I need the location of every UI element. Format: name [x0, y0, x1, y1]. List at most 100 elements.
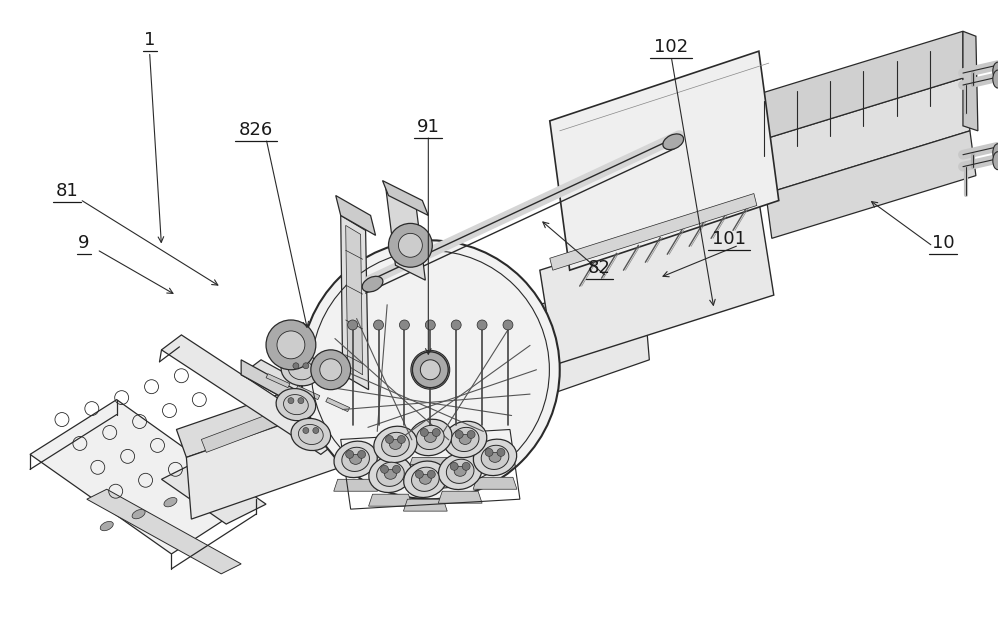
Text: 10: 10 — [932, 234, 954, 252]
Polygon shape — [266, 374, 290, 387]
Polygon shape — [334, 480, 378, 491]
Text: 9: 9 — [78, 234, 90, 252]
Ellipse shape — [443, 422, 487, 457]
Circle shape — [497, 449, 505, 456]
Ellipse shape — [451, 427, 479, 452]
Text: 102: 102 — [654, 38, 688, 56]
Circle shape — [397, 435, 405, 444]
Polygon shape — [186, 300, 649, 519]
Polygon shape — [403, 499, 447, 511]
Ellipse shape — [993, 70, 1000, 88]
Circle shape — [266, 320, 316, 370]
Polygon shape — [326, 398, 350, 411]
Polygon shape — [296, 386, 320, 399]
Circle shape — [412, 352, 448, 387]
Circle shape — [346, 451, 354, 458]
Circle shape — [288, 398, 294, 404]
Circle shape — [415, 470, 423, 478]
Polygon shape — [408, 457, 452, 469]
Circle shape — [451, 320, 461, 330]
Ellipse shape — [663, 134, 684, 150]
Circle shape — [311, 350, 351, 390]
Polygon shape — [241, 360, 361, 430]
Circle shape — [381, 465, 388, 473]
Circle shape — [411, 350, 450, 389]
Circle shape — [293, 363, 299, 369]
Circle shape — [420, 428, 428, 437]
Circle shape — [455, 430, 463, 439]
Ellipse shape — [350, 454, 362, 464]
Ellipse shape — [291, 418, 331, 451]
Polygon shape — [336, 196, 376, 235]
Ellipse shape — [409, 419, 452, 456]
Ellipse shape — [284, 394, 308, 415]
Circle shape — [467, 430, 475, 439]
Circle shape — [427, 470, 435, 478]
Polygon shape — [386, 186, 425, 280]
Ellipse shape — [385, 469, 396, 480]
Circle shape — [358, 451, 366, 458]
Polygon shape — [201, 282, 624, 452]
Polygon shape — [540, 201, 774, 365]
Ellipse shape — [993, 144, 1000, 162]
Polygon shape — [346, 225, 363, 375]
Polygon shape — [341, 215, 369, 390]
Ellipse shape — [362, 276, 383, 292]
Polygon shape — [963, 32, 978, 131]
Ellipse shape — [416, 425, 444, 449]
Circle shape — [432, 428, 440, 437]
Circle shape — [303, 428, 309, 433]
Text: 826: 826 — [239, 121, 273, 139]
Ellipse shape — [446, 459, 474, 483]
Polygon shape — [443, 459, 487, 471]
Circle shape — [388, 223, 432, 267]
Circle shape — [301, 240, 560, 499]
Polygon shape — [759, 78, 970, 194]
Ellipse shape — [424, 432, 436, 442]
Polygon shape — [383, 180, 428, 215]
Polygon shape — [241, 360, 341, 430]
Circle shape — [420, 360, 440, 380]
Polygon shape — [766, 131, 976, 239]
Ellipse shape — [404, 461, 447, 497]
Text: 1: 1 — [144, 32, 155, 49]
Circle shape — [399, 320, 409, 330]
Ellipse shape — [993, 151, 1000, 170]
Text: 82: 82 — [588, 259, 611, 278]
Ellipse shape — [454, 466, 466, 476]
Ellipse shape — [439, 453, 482, 490]
Ellipse shape — [389, 439, 401, 449]
Ellipse shape — [412, 467, 439, 492]
Polygon shape — [161, 459, 266, 524]
Ellipse shape — [281, 354, 321, 386]
Ellipse shape — [298, 425, 323, 444]
Circle shape — [277, 331, 305, 359]
Polygon shape — [550, 51, 779, 270]
Polygon shape — [161, 335, 341, 454]
Polygon shape — [176, 272, 644, 457]
Ellipse shape — [342, 447, 369, 471]
Circle shape — [303, 363, 309, 369]
Polygon shape — [550, 194, 757, 270]
Ellipse shape — [164, 497, 177, 507]
Circle shape — [320, 359, 342, 380]
Polygon shape — [374, 464, 417, 476]
Ellipse shape — [334, 441, 377, 478]
Ellipse shape — [374, 426, 417, 463]
Circle shape — [450, 463, 458, 470]
Ellipse shape — [489, 452, 501, 463]
Circle shape — [374, 320, 384, 330]
Ellipse shape — [132, 509, 145, 519]
Ellipse shape — [196, 486, 209, 495]
Polygon shape — [87, 489, 241, 574]
Circle shape — [462, 463, 470, 470]
Text: 101: 101 — [712, 230, 746, 248]
Text: 91: 91 — [417, 118, 440, 136]
Ellipse shape — [100, 521, 113, 531]
Ellipse shape — [419, 475, 431, 484]
Circle shape — [425, 320, 435, 330]
Circle shape — [298, 398, 304, 404]
Polygon shape — [759, 32, 963, 141]
Ellipse shape — [377, 462, 404, 487]
Circle shape — [398, 233, 422, 257]
